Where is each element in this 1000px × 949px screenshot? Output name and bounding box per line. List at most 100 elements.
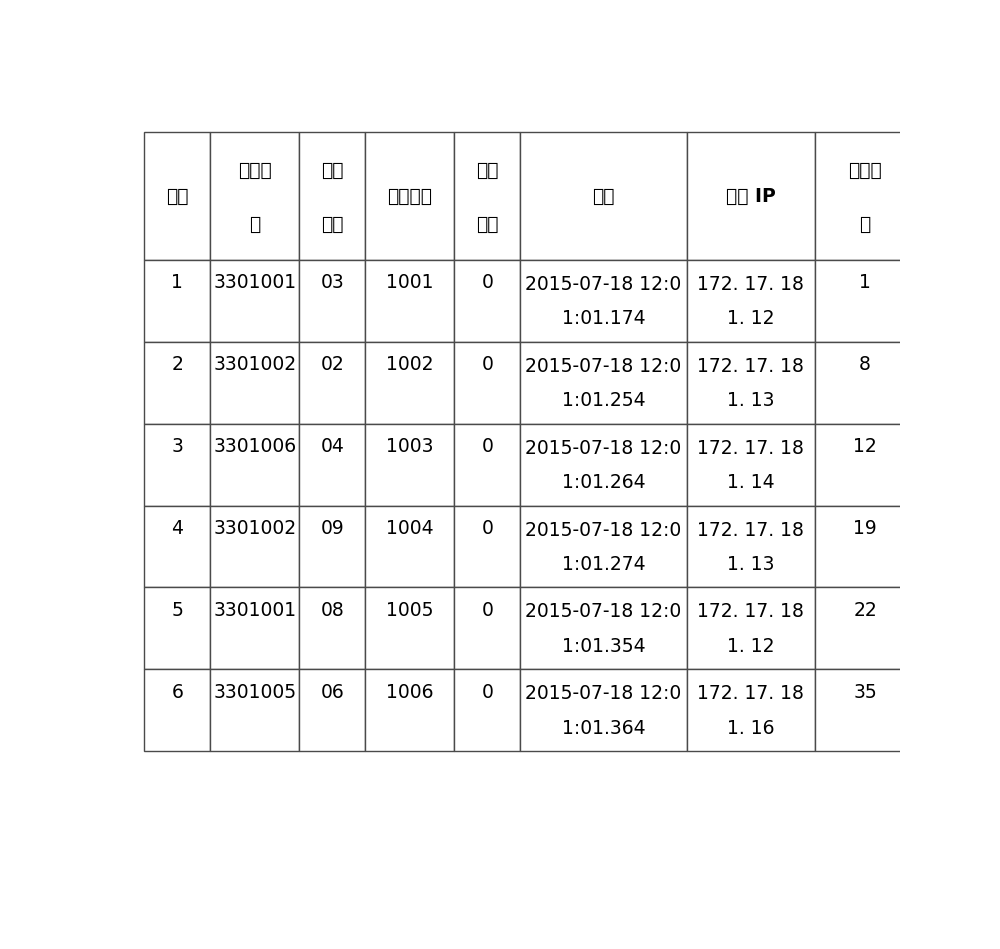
Text: 1:01.254: 1:01.254: [562, 391, 645, 410]
Bar: [144, 587, 210, 669]
Bar: [210, 587, 299, 669]
Bar: [687, 587, 815, 669]
Text: 1004: 1004: [386, 519, 434, 538]
Text: 172. 17. 18: 172. 17. 18: [697, 684, 804, 703]
Text: 0: 0: [481, 682, 493, 701]
Text: 3: 3: [171, 437, 183, 456]
Bar: [454, 669, 520, 751]
Text: 3301001: 3301001: [213, 601, 296, 620]
Bar: [144, 423, 210, 506]
Bar: [520, 587, 687, 669]
Text: 点位编: 点位编: [238, 161, 272, 180]
Text: 1. 13: 1. 13: [727, 391, 775, 410]
Bar: [815, 260, 916, 342]
Text: 1:01.264: 1:01.264: [562, 474, 645, 493]
Text: 1. 12: 1. 12: [727, 637, 775, 656]
Text: 序号: 序号: [166, 187, 189, 206]
Text: 12: 12: [853, 437, 877, 456]
Text: 35: 35: [853, 682, 877, 701]
Bar: [210, 342, 299, 423]
Text: 2015-07-18 12:0: 2015-07-18 12:0: [525, 357, 682, 376]
Text: 1. 14: 1. 14: [727, 474, 775, 493]
Text: 2: 2: [171, 355, 183, 374]
Bar: [520, 669, 687, 751]
Bar: [687, 423, 815, 506]
Bar: [365, 669, 454, 751]
Bar: [815, 132, 916, 260]
Text: 1: 1: [171, 273, 183, 292]
Bar: [454, 132, 520, 260]
Bar: [365, 587, 454, 669]
Bar: [454, 260, 520, 342]
Text: 3301002: 3301002: [213, 355, 296, 374]
Text: 09: 09: [320, 519, 344, 538]
Text: 8: 8: [859, 355, 871, 374]
Bar: [687, 260, 815, 342]
Text: 命令: 命令: [321, 161, 344, 180]
Text: 4: 4: [171, 519, 183, 538]
Text: 0: 0: [481, 601, 493, 620]
Bar: [144, 342, 210, 423]
Text: 172. 17. 18: 172. 17. 18: [697, 357, 804, 376]
Text: 内容: 内容: [321, 214, 344, 233]
Text: 1:01.364: 1:01.364: [562, 718, 645, 737]
Text: 03: 03: [320, 273, 344, 292]
Bar: [299, 423, 365, 506]
Text: 172. 17. 18: 172. 17. 18: [697, 603, 804, 622]
Text: 1:01.354: 1:01.354: [562, 637, 645, 656]
Text: 2015-07-18 12:0: 2015-07-18 12:0: [525, 521, 682, 540]
Text: 04: 04: [320, 437, 344, 456]
Text: 任务: 任务: [476, 161, 499, 180]
Text: 0: 0: [481, 355, 493, 374]
Bar: [454, 587, 520, 669]
Bar: [365, 260, 454, 342]
Bar: [299, 342, 365, 423]
Text: 06: 06: [320, 682, 344, 701]
Text: 状态: 状态: [476, 214, 499, 233]
Bar: [520, 506, 687, 587]
Bar: [687, 669, 815, 751]
Bar: [454, 423, 520, 506]
Text: 0: 0: [481, 519, 493, 538]
Text: 02: 02: [320, 355, 344, 374]
Text: 控制级: 控制级: [848, 161, 882, 180]
Bar: [299, 260, 365, 342]
Bar: [687, 132, 815, 260]
Bar: [144, 132, 210, 260]
Text: 1. 13: 1. 13: [727, 555, 775, 574]
Text: 0: 0: [481, 437, 493, 456]
Bar: [687, 342, 815, 423]
Bar: [365, 423, 454, 506]
Text: 2015-07-18 12:0: 2015-07-18 12:0: [525, 275, 682, 294]
Text: 22: 22: [853, 601, 877, 620]
Text: 19: 19: [853, 519, 877, 538]
Bar: [454, 506, 520, 587]
Bar: [454, 342, 520, 423]
Bar: [210, 506, 299, 587]
Bar: [144, 669, 210, 751]
Text: 1002: 1002: [386, 355, 434, 374]
Text: 2015-07-18 12:0: 2015-07-18 12:0: [525, 438, 682, 457]
Text: 2015-07-18 12:0: 2015-07-18 12:0: [525, 684, 682, 703]
Bar: [299, 132, 365, 260]
Bar: [299, 506, 365, 587]
Bar: [687, 506, 815, 587]
Bar: [210, 669, 299, 751]
Text: 172. 17. 18: 172. 17. 18: [697, 521, 804, 540]
Text: 2015-07-18 12:0: 2015-07-18 12:0: [525, 603, 682, 622]
Text: 1005: 1005: [386, 601, 434, 620]
Bar: [520, 423, 687, 506]
Bar: [520, 132, 687, 260]
Bar: [365, 342, 454, 423]
Bar: [815, 587, 916, 669]
Bar: [365, 132, 454, 260]
Bar: [210, 423, 299, 506]
Text: 1006: 1006: [386, 682, 434, 701]
Bar: [210, 132, 299, 260]
Text: 号: 号: [249, 214, 260, 233]
Text: 设备 IP: 设备 IP: [726, 187, 776, 206]
Bar: [815, 342, 916, 423]
Bar: [299, 669, 365, 751]
Text: 172. 17. 18: 172. 17. 18: [697, 438, 804, 457]
Text: 1:01.274: 1:01.274: [562, 555, 645, 574]
